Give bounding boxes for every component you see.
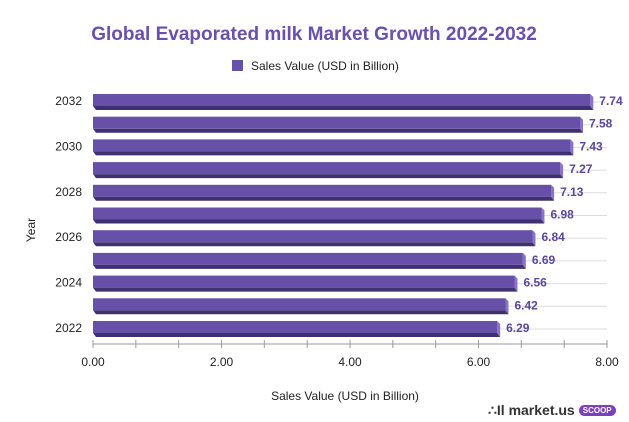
chart-title: Global Evaporated milk Market Growth 202…: [91, 24, 537, 45]
bar-shadow: [93, 106, 594, 110]
data-label: 7.74: [599, 94, 623, 108]
data-label: 7.58: [589, 117, 613, 131]
bar-shadow: [93, 310, 509, 315]
bar-2024: [93, 275, 515, 288]
y-axis-label: Year: [24, 218, 38, 242]
bar-shadow: [93, 264, 526, 269]
bar-side: [541, 207, 545, 224]
legend-label: Sales Value (USD in Billion): [251, 59, 399, 73]
bar-2026: [93, 230, 533, 243]
bar-shadow: [93, 174, 564, 179]
bar-shadow: [93, 219, 545, 224]
data-label: 6.84: [541, 230, 565, 244]
y-tick-label: 2022: [55, 321, 82, 335]
bar-side: [532, 230, 536, 247]
bar-shadow: [93, 128, 584, 133]
bar-side: [580, 116, 584, 133]
x-tick-label: 2.00: [210, 355, 234, 369]
data-label: 6.42: [514, 298, 538, 312]
bar-2025: [93, 252, 523, 265]
x-axis-label: Sales Value (USD in Billion): [271, 389, 419, 403]
bar-shadow: [93, 287, 518, 292]
bar-shadow: [93, 196, 555, 201]
bar-side: [522, 252, 526, 269]
legend-swatch: [232, 60, 243, 71]
market-us-logo: ∴Ɩl market.us SCOOP: [488, 402, 616, 419]
bar-side: [514, 275, 518, 292]
bar-side: [590, 94, 594, 110]
y-tick-label: 2024: [55, 276, 82, 290]
y-tick-label: 2032: [55, 94, 82, 108]
y-tick-label: 2028: [55, 185, 82, 199]
y-tick-label: 2030: [55, 139, 82, 153]
bar-2029: [93, 162, 561, 175]
data-label: 6.98: [550, 208, 574, 222]
bar-shadow: [93, 151, 574, 156]
bar-side: [505, 298, 509, 315]
bar-shadow: [93, 242, 536, 247]
y-tick-label: 2026: [55, 230, 82, 244]
bar-2027: [93, 207, 542, 220]
bar-shadow: [93, 333, 501, 337]
bar-2022: [93, 321, 498, 333]
x-tick-label: 6.00: [467, 355, 491, 369]
data-label: 7.27: [569, 162, 593, 176]
data-label: 7.13: [560, 185, 584, 199]
bar-side: [497, 321, 501, 337]
bar-2032: [93, 94, 591, 106]
x-tick-label: 4.00: [338, 355, 362, 369]
bar-side: [560, 162, 564, 179]
bar-side: [570, 139, 574, 156]
data-label: 6.29: [506, 321, 530, 335]
data-label: 6.69: [532, 253, 556, 267]
bar-2023: [93, 298, 506, 311]
data-label: 6.56: [523, 276, 547, 290]
bar-2030: [93, 139, 571, 152]
x-tick-label: 0.00: [81, 355, 105, 369]
bar-2031: [93, 116, 581, 129]
x-tick-label: 8.00: [595, 355, 619, 369]
bar-2028: [93, 184, 552, 197]
bar-side: [551, 184, 555, 201]
data-label: 7.43: [579, 139, 603, 153]
